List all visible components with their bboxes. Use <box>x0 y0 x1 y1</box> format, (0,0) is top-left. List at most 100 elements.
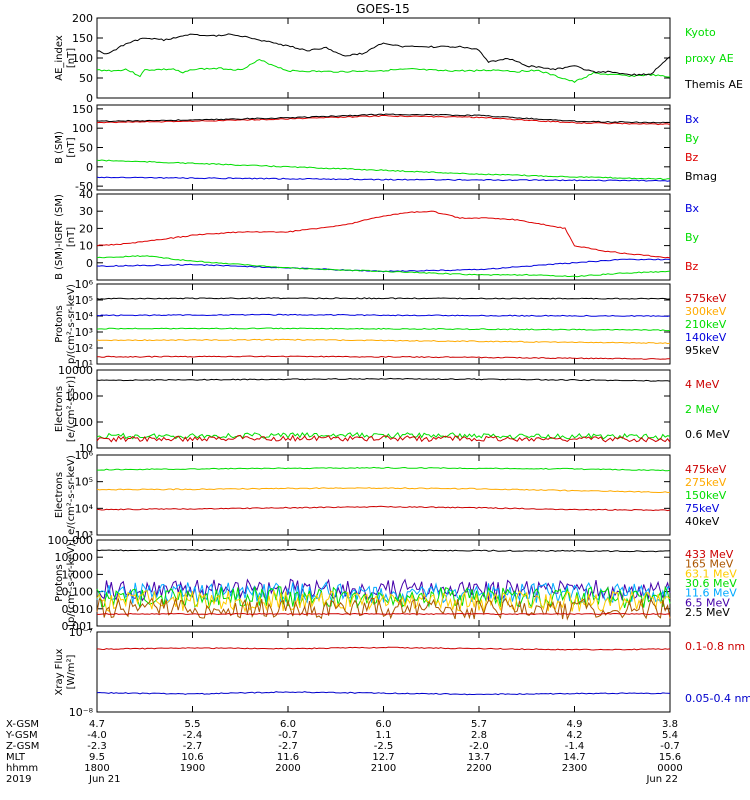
x-table-cell: 2200 <box>466 763 491 774</box>
x-table-cell: 11.6 <box>277 752 299 763</box>
x-table-row-label: MLT <box>6 752 26 763</box>
y-tick-label: 0.010 <box>62 603 94 616</box>
panel-frame <box>96 17 671 99</box>
y-axis-label: [nT] <box>66 48 77 68</box>
legend-entry: 2 MeV <box>685 403 720 416</box>
y-axis-label: B (SM) <box>54 131 65 164</box>
y-axis-label: Electrons <box>54 472 65 518</box>
y-tick-label: 10⁵ <box>75 476 93 489</box>
series-line <box>96 338 671 345</box>
y-tick-label: 150 <box>72 32 93 45</box>
panel-frame <box>96 631 671 713</box>
legend-entry: 150keV <box>685 489 727 502</box>
y-axis-label: e/(cm²-s-sr-keV) <box>66 455 77 535</box>
y-tick-label: 20 <box>79 222 93 235</box>
y-tick-label: 0 <box>86 161 93 174</box>
y-tick-label: 50 <box>79 142 93 155</box>
x-table-cell: 1.1 <box>376 730 392 741</box>
figure-title: GOES-15 <box>356 2 410 16</box>
legend-entry: Bmag <box>685 170 717 183</box>
x-table-cell: Jun 22 <box>645 774 678 785</box>
x-table-cell: 2100 <box>371 763 396 774</box>
y-tick-label: 1000 <box>65 390 93 403</box>
y-tick-label: 100.000 <box>48 534 94 547</box>
x-table-cell: -1.4 <box>565 741 585 752</box>
x-table-cell: 13.7 <box>468 752 490 763</box>
y-tick-label: 10⁻⁷ <box>69 626 93 639</box>
legend-entry: proxy AE <box>685 52 734 65</box>
legend-entry: 6.5 MeV <box>685 596 730 609</box>
series-line <box>96 355 670 360</box>
y-tick-label: 0.001 <box>62 620 94 633</box>
y-tick-label: 0 <box>86 92 93 105</box>
series-line <box>96 327 671 332</box>
legend-entry: By <box>685 231 700 244</box>
legend-entry: 433 MeV <box>685 548 734 561</box>
series-line <box>96 115 671 126</box>
y-tick-label: 1.000 <box>62 568 94 581</box>
x-table-row-label: X-GSM <box>6 719 39 730</box>
y-axis-label: [e/(cm²-s-sr)] <box>66 376 77 442</box>
y-tick-label: 10³ <box>75 326 93 339</box>
legend-entry: 2.5 MeV <box>685 606 730 619</box>
x-table-cell: 14.7 <box>563 752 585 763</box>
x-table-cell: 1800 <box>84 763 109 774</box>
legend-entry: 11.6 MeV <box>685 587 737 600</box>
x-table-row-label: hhmm <box>6 763 38 774</box>
y-axis-label: [W/m²] <box>66 654 77 689</box>
panel-5: 10 100 1000 10000 Electrons [e/(cm²-s-sr)] 4 M… <box>54 364 730 455</box>
x-table-cell: 4.9 <box>567 719 583 730</box>
series-line <box>97 466 671 472</box>
x-table-cell: -4.0 <box>87 730 107 741</box>
panel-3: 0 10 20 30 40 B (SM)-IGRF (SM) [nT] Bx By Bz <box>54 188 700 281</box>
y-axis-label: Protons <box>54 564 65 601</box>
legend-entry: 4 MeV <box>685 378 720 391</box>
y-tick-label: 10⁶ <box>75 278 94 291</box>
x-table-cell: -2.0 <box>469 741 489 752</box>
x-table-cell: 6.0 <box>376 719 392 730</box>
y-axis-label: [p/(cm²-s-sr-keV)] <box>66 539 77 627</box>
panel-2: -50 0 50 100 150 B (SM) [nT] Bx By Bz Bmag <box>54 103 717 193</box>
x-table-row-label: 2019 <box>6 774 31 785</box>
x-table-cell: 4.2 <box>567 730 583 741</box>
y-tick-label: 100 <box>72 122 93 135</box>
y-axis-label: p/(cm²-s-sr-keV) <box>66 284 77 364</box>
x-table-cell: -0.7 <box>660 741 680 752</box>
y-axis-label: [nT] <box>66 227 77 247</box>
x-table-cell: -2.3 <box>87 741 107 752</box>
y-axis-label: Xray Flux <box>54 648 65 695</box>
x-table-cell: -2.4 <box>183 730 203 741</box>
series-line <box>96 297 671 300</box>
y-tick-label: 10¹ <box>75 358 93 371</box>
legend-entry: 140keV <box>685 331 727 344</box>
legend-entry: Kyoto <box>685 26 716 39</box>
legend-entry: 95keV <box>685 344 720 357</box>
series-line <box>96 113 671 124</box>
series-line <box>96 434 671 443</box>
legend-entry: Bz <box>685 260 699 273</box>
x-table-cell: -2.7 <box>278 741 298 752</box>
y-tick-label: 100 <box>72 416 93 429</box>
y-tick-label: 10000 <box>58 364 93 377</box>
y-axis-label: AE_index <box>54 35 65 81</box>
x-table-cell: -0.7 <box>278 730 298 741</box>
y-axis-label: B (SM)-IGRF (SM) <box>54 194 65 280</box>
y-tick-label: 10³ <box>75 529 93 542</box>
x-table-cell: Jun 21 <box>88 774 121 785</box>
legend-entry: 275keV <box>685 476 727 489</box>
x-table-row-label: Y-GSM <box>5 730 38 741</box>
series-line <box>96 431 671 440</box>
y-tick-label: 0.100 <box>62 586 94 599</box>
legend-entry: 475keV <box>685 463 727 476</box>
x-table-cell: 2000 <box>275 763 300 774</box>
series-line <box>96 578 671 602</box>
x-table-cell: 15.6 <box>659 752 681 763</box>
series-line <box>96 548 671 553</box>
y-tick-label: 50 <box>79 72 93 85</box>
legend-entry: 75keV <box>685 502 720 515</box>
series-line <box>96 589 671 613</box>
x-table-cell: 4.7 <box>89 719 105 730</box>
y-tick-label: 40 <box>79 188 93 201</box>
x-table-cell: -2.7 <box>183 741 203 752</box>
